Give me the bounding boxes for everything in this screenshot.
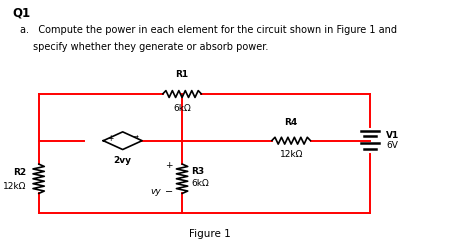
Text: 6V: 6V bbox=[386, 141, 398, 150]
Text: Q1: Q1 bbox=[12, 7, 31, 20]
Text: R2: R2 bbox=[14, 168, 27, 177]
Text: vy: vy bbox=[151, 186, 161, 196]
Text: R4: R4 bbox=[285, 118, 298, 127]
Text: V1: V1 bbox=[386, 131, 399, 140]
Text: specify whether they generate or absorb power.: specify whether they generate or absorb … bbox=[32, 42, 268, 52]
Text: a.   Compute the power in each element for the circuit shown in Figure 1 and: a. Compute the power in each element for… bbox=[20, 25, 397, 35]
Text: −: − bbox=[165, 187, 173, 197]
Text: +: + bbox=[166, 161, 173, 170]
Text: 12kΩ: 12kΩ bbox=[3, 182, 27, 191]
Text: 6kΩ: 6kΩ bbox=[173, 104, 191, 113]
Text: →: → bbox=[132, 135, 138, 141]
Text: +: + bbox=[107, 134, 113, 143]
Text: R1: R1 bbox=[175, 70, 189, 79]
Text: Figure 1: Figure 1 bbox=[189, 229, 231, 239]
Text: 12kΩ: 12kΩ bbox=[280, 150, 303, 159]
Text: 2vy: 2vy bbox=[114, 156, 132, 165]
Text: R3: R3 bbox=[191, 167, 204, 176]
Text: 6kΩ: 6kΩ bbox=[191, 179, 209, 188]
